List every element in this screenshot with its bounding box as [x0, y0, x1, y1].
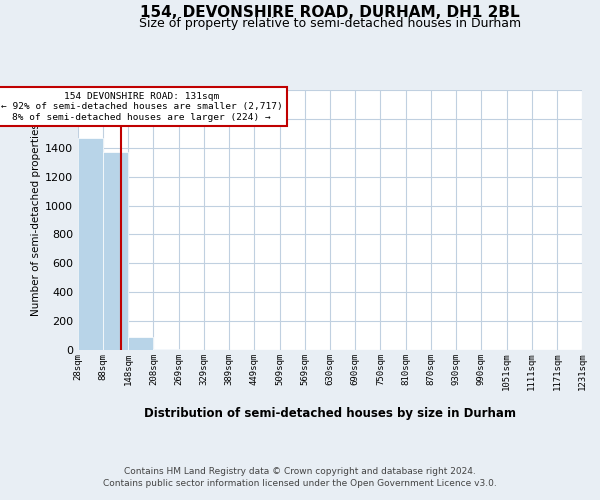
Text: Distribution of semi-detached houses by size in Durham: Distribution of semi-detached houses by … [144, 408, 516, 420]
Bar [128, 337, 154, 350]
Text: Contains HM Land Registry data © Crown copyright and database right 2024.: Contains HM Land Registry data © Crown c… [124, 468, 476, 476]
Text: Size of property relative to semi-detached houses in Durham: Size of property relative to semi-detach… [139, 18, 521, 30]
Text: 154 DEVONSHIRE ROAD: 131sqm
← 92% of semi-detached houses are smaller (2,717)
8%: 154 DEVONSHIRE ROAD: 131sqm ← 92% of sem… [1, 92, 283, 122]
Bar [78, 138, 103, 350]
Text: 154, DEVONSHIRE ROAD, DURHAM, DH1 2BL: 154, DEVONSHIRE ROAD, DURHAM, DH1 2BL [140, 5, 520, 20]
Text: Contains public sector information licensed under the Open Government Licence v3: Contains public sector information licen… [103, 478, 497, 488]
Y-axis label: Number of semi-detached properties: Number of semi-detached properties [31, 124, 41, 316]
Bar [103, 152, 128, 350]
